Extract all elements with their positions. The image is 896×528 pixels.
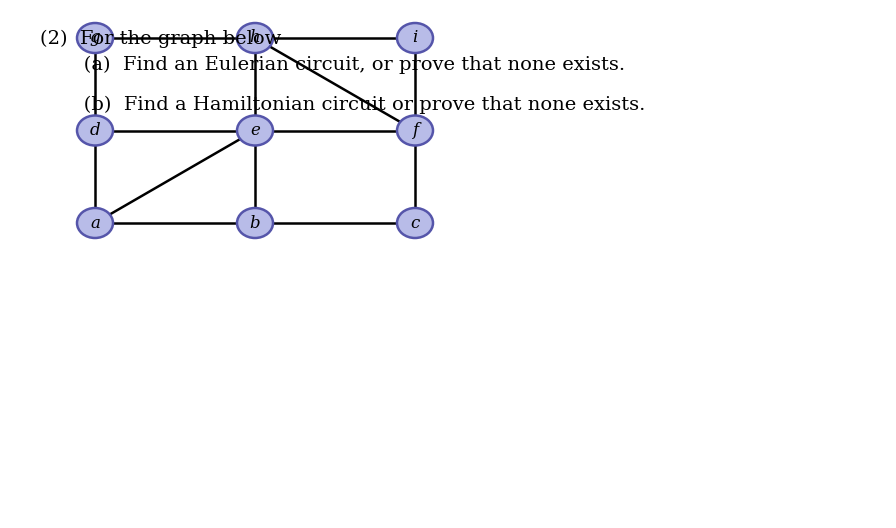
Text: e: e — [250, 122, 260, 139]
Text: (a)  Find an Eulerian circuit, or prove that none exists.: (a) Find an Eulerian circuit, or prove t… — [40, 56, 625, 74]
Text: b: b — [250, 214, 261, 231]
Ellipse shape — [237, 23, 273, 53]
Ellipse shape — [77, 116, 113, 146]
Text: a: a — [90, 214, 100, 231]
Text: (b)  Find a Hamiltonian circuit or prove that none exists.: (b) Find a Hamiltonian circuit or prove … — [40, 96, 645, 114]
Text: h: h — [250, 30, 261, 46]
Ellipse shape — [397, 23, 433, 53]
Text: i: i — [412, 30, 418, 46]
Text: f: f — [412, 122, 418, 139]
Ellipse shape — [77, 23, 113, 53]
Text: c: c — [410, 214, 419, 231]
Text: d: d — [90, 122, 100, 139]
Ellipse shape — [237, 116, 273, 146]
Ellipse shape — [397, 116, 433, 146]
Text: (2)  For the graph below: (2) For the graph below — [40, 30, 281, 48]
Text: g: g — [90, 30, 100, 46]
Ellipse shape — [237, 208, 273, 238]
Ellipse shape — [77, 208, 113, 238]
Ellipse shape — [397, 208, 433, 238]
